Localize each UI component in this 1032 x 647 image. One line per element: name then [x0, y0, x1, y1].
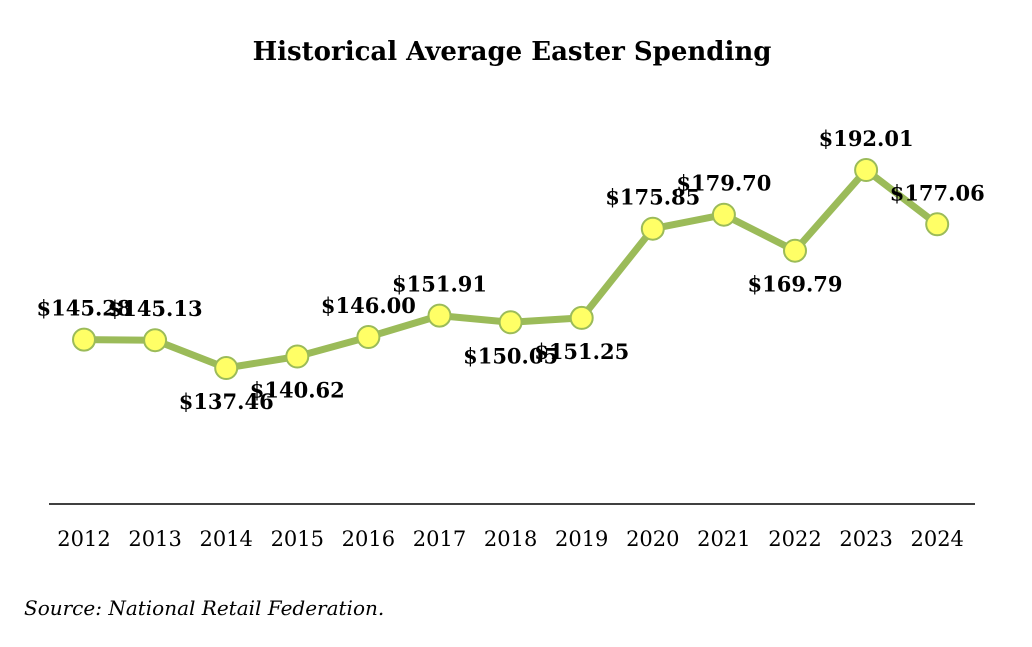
x-tick-label-2015: 2015 — [271, 527, 324, 551]
data-label-2021: $179.70 — [676, 171, 771, 196]
data-label-2016: $146.00 — [321, 293, 416, 318]
data-point-2024 — [925, 212, 950, 237]
data-point-2022 — [783, 238, 807, 263]
series-layer: $145.28$145.13$137.46$140.62$146.00$151.… — [37, 126, 985, 414]
source-note: Source: National Retail Federation. — [24, 596, 384, 620]
data-point-2013 — [143, 328, 168, 353]
x-tick-label-2013: 2013 — [128, 527, 181, 551]
x-tick-label-2017: 2017 — [413, 527, 466, 551]
x-tick-label-2014: 2014 — [199, 527, 252, 551]
data-label-2023: $192.01 — [819, 126, 914, 151]
data-label-2012: $145.28 — [37, 296, 132, 321]
x-tick-label-2021: 2021 — [697, 527, 750, 551]
data-point-2023 — [854, 158, 879, 182]
x-tick-label-2018: 2018 — [484, 527, 537, 551]
data-point-2014 — [214, 356, 239, 380]
data-label-2022: $169.79 — [748, 272, 843, 297]
data-point-2019 — [569, 305, 594, 330]
x-tick-label-2022: 2022 — [768, 527, 821, 551]
data-point-2015 — [285, 344, 310, 369]
series-line — [80, 166, 941, 372]
x-tick-labels: 2012 2013 2014 2015 2016 2017 2018 2019 2020 2021… — [57, 527, 964, 551]
x-tick-label-2024: 2024 — [910, 527, 963, 551]
data-point-2020 — [640, 216, 665, 241]
data-label-2015: $140.62 — [250, 378, 345, 403]
data-label-2020: $175.85 — [605, 185, 700, 210]
data-label-2024: $177.06 — [890, 180, 985, 205]
data-label-2014: $137.46 — [179, 389, 274, 414]
data-point-2021 — [711, 202, 736, 227]
data-point-2012 — [72, 327, 96, 352]
x-tick-label-2012: 2012 — [57, 527, 110, 551]
x-tick-label-2020: 2020 — [626, 527, 679, 551]
data-label-2013: $145.13 — [108, 296, 203, 321]
data-point-2016 — [356, 325, 381, 349]
data-label-2018: $150.05 — [463, 343, 558, 368]
x-tick-label-2019: 2019 — [555, 527, 608, 551]
data-point-2018 — [498, 310, 523, 335]
chart-title: Historical Average Easter Spending — [253, 37, 772, 67]
data-label-2019: $151.25 — [534, 339, 629, 364]
x-tick-label-2016: 2016 — [342, 527, 395, 551]
x-tick-label-2023: 2023 — [839, 527, 892, 551]
data-point-2017 — [427, 303, 452, 328]
data-label-2017: $151.91 — [392, 272, 487, 297]
